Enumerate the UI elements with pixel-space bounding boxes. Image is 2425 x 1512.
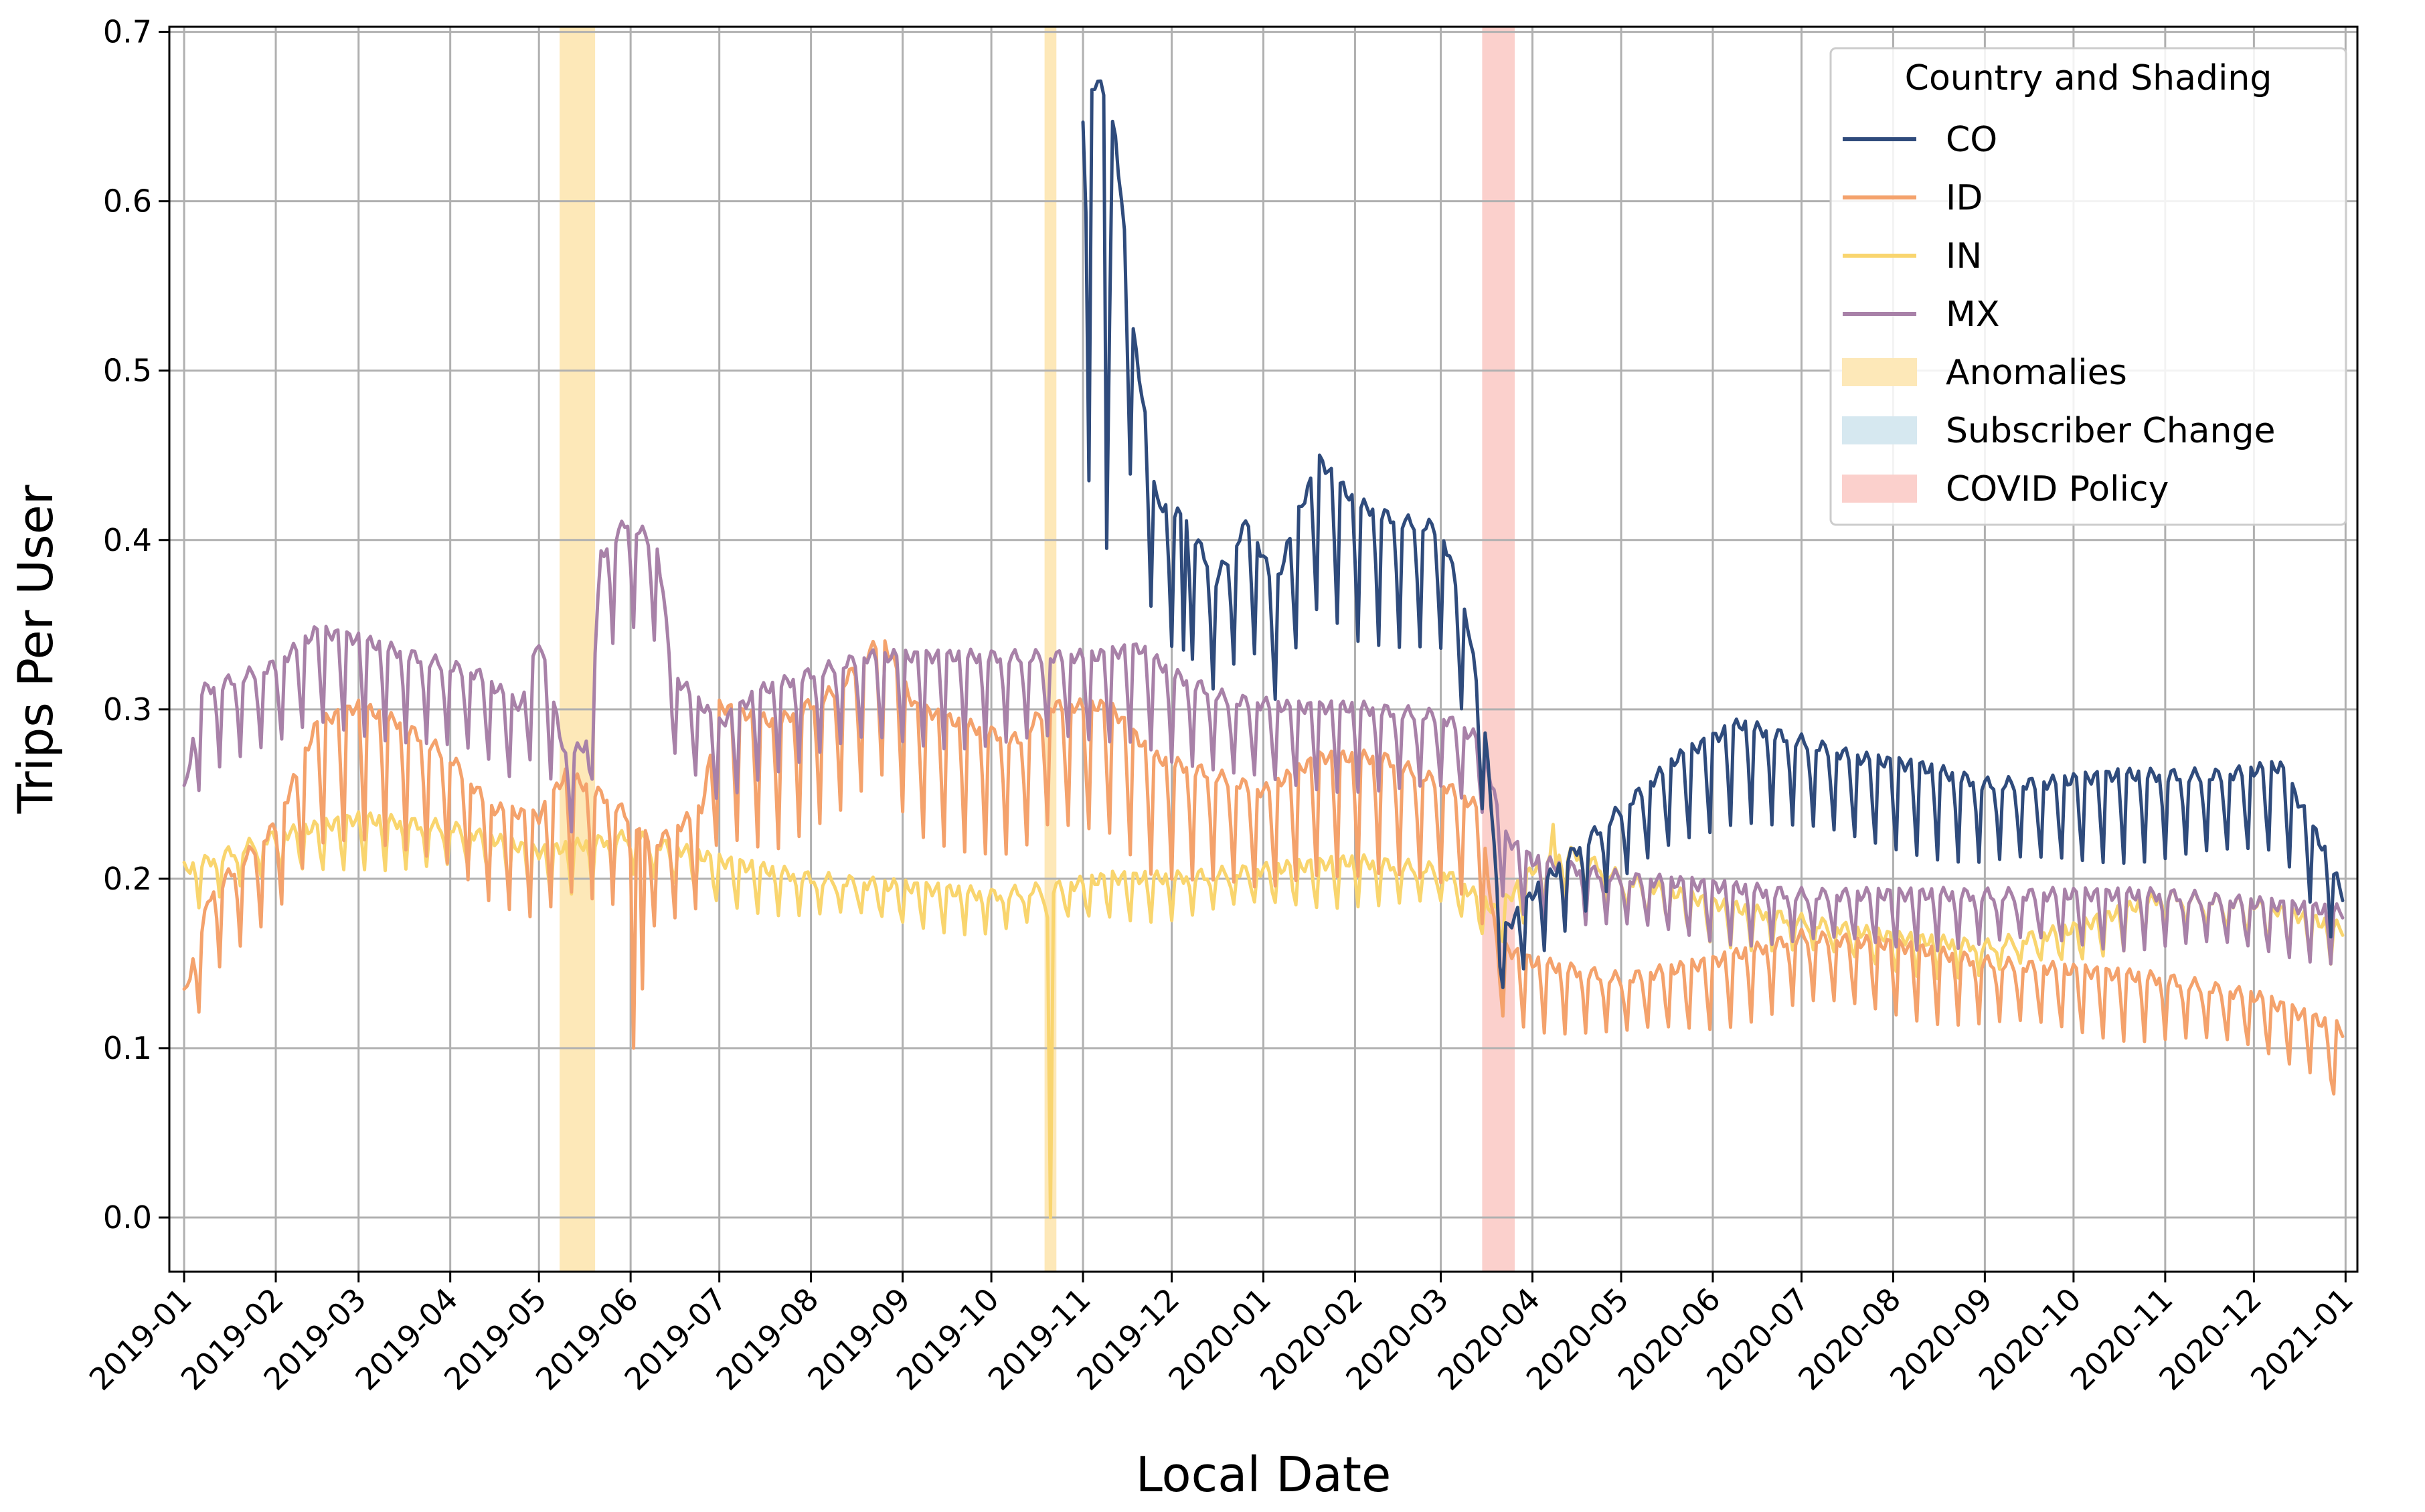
y-tick-label: 0.0 xyxy=(103,1199,152,1236)
shade-covid-policy-0 xyxy=(1482,27,1515,1272)
legend-swatch-patch xyxy=(1842,416,1917,444)
y-tick-label: 0.7 xyxy=(103,14,152,50)
shade-anomalies-0 xyxy=(560,27,596,1272)
y-tick-label: 0.3 xyxy=(103,691,152,728)
series-line-in xyxy=(182,810,2345,1220)
legend-label: ID xyxy=(1946,178,1983,218)
y-tick-label: 0.1 xyxy=(103,1030,152,1066)
series-line-id xyxy=(182,639,2345,1096)
series-line-co xyxy=(1081,79,2345,989)
legend-label: IN xyxy=(1946,236,1982,276)
y-tick-label: 0.6 xyxy=(103,183,152,220)
y-tick-label: 0.4 xyxy=(103,522,152,558)
series-line-mx xyxy=(182,519,2345,966)
y-axis-title: Trips Per User xyxy=(7,485,64,814)
legend: Country and Shading CO ID IN MX Anomalies Sub… xyxy=(1829,47,2347,526)
legend-entries: CO ID IN MX Anomalies Subscriber Change COVID … xyxy=(1842,120,2275,509)
legend-swatch-patch xyxy=(1842,358,1917,386)
series-lines xyxy=(182,79,2345,1220)
legend-label: CO xyxy=(1946,120,1997,160)
legend-label: MX xyxy=(1946,295,2000,335)
y-tick-label: 0.2 xyxy=(103,861,152,897)
legend-box xyxy=(1829,47,2347,526)
legend-label: Anomalies xyxy=(1946,353,2127,393)
x-axis-title: Local Date xyxy=(1136,1446,1392,1503)
legend-title: Country and Shading xyxy=(1905,58,2272,98)
y-tick-label: 0.5 xyxy=(103,353,152,389)
shaded-regions xyxy=(560,27,1515,1272)
legend-label: Subscriber Change xyxy=(1946,411,2275,451)
legend-swatch-patch xyxy=(1842,475,1917,503)
grid xyxy=(169,27,2357,1272)
legend-label: COVID Policy xyxy=(1946,469,2169,509)
